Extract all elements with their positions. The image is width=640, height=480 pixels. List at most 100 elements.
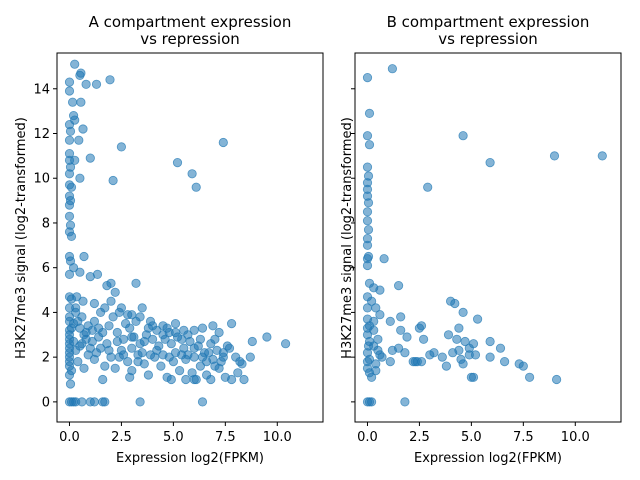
chart-b-data-point: [375, 310, 385, 320]
chart-a-x-axis-label: Expression log2(FPKM): [116, 451, 264, 466]
chart-a-data-point: [197, 397, 208, 407]
chart-a-data-point: [110, 287, 120, 297]
chart-b-data-point: [364, 108, 375, 119]
chart-a-x-tick-label: 10.0: [263, 430, 292, 445]
chart-b-data-point: [551, 374, 562, 385]
chart-a-data-point: [70, 59, 80, 69]
chart-b-data-point: [518, 361, 528, 371]
chart-b-data-point: [362, 162, 373, 172]
chart-b-data-point: [597, 151, 607, 161]
chart-b-data-point: [362, 303, 373, 313]
chart-a-data-point: [112, 327, 122, 338]
chart-b-data-point: [454, 323, 464, 333]
chart-a-data-point: [214, 327, 224, 338]
chart-a-data-point: [227, 318, 237, 329]
chart-a-data-point: [145, 350, 156, 360]
chart-a-data-point: [104, 345, 114, 355]
chart-a-data-point: [100, 361, 110, 371]
chart-b-data-point: [437, 352, 447, 362]
chart-b-title-line2: vs repression: [438, 30, 538, 48]
chart-a-data-point: [76, 97, 86, 107]
chart-a-data-point: [64, 86, 75, 96]
chart-a-data-point: [83, 321, 93, 331]
chart-b-data-point: [362, 323, 373, 333]
chart-a-data-point: [92, 269, 103, 279]
chart-b-data-point: [373, 345, 383, 355]
chart-b-data-point: [443, 330, 454, 340]
chart-a-data-point: [65, 126, 76, 136]
chart-a-data-point: [89, 316, 100, 326]
chart-b-data-point: [362, 207, 373, 217]
chart-b-x-tick-label: 7.5: [513, 430, 534, 445]
chart-b-data-point: [495, 343, 506, 353]
chart-a-data-point: [208, 321, 218, 331]
chart-a-data-point: [137, 303, 147, 313]
chart-b-data-point: [499, 356, 510, 367]
chart-a-points: [64, 59, 291, 407]
chart-a-data-point: [235, 356, 245, 367]
chart-b-data-point: [485, 158, 495, 168]
chart-a-data-point: [100, 397, 110, 407]
chart-a-data-point: [79, 251, 89, 262]
chart-a-data-point: [210, 361, 220, 371]
chart-b-data-point: [363, 341, 374, 351]
chart-b-data-point: [416, 321, 427, 331]
chart-b-data-point: [470, 350, 481, 360]
chart-b-data-point: [402, 332, 412, 342]
chart-a-title-line2: vs repression: [140, 30, 240, 48]
chart-a-data-point: [139, 336, 149, 347]
chart-a-y-tick-label: 10: [33, 172, 50, 187]
chart-a-data-point: [189, 374, 199, 385]
chart-a-x-tick-label: 2.5: [111, 430, 132, 445]
chart-a-data-point: [137, 348, 147, 358]
chart-b-data-point: [362, 240, 373, 250]
chart-a-data-point: [175, 365, 185, 376]
chart-a-data-point: [239, 374, 249, 385]
chart-a-data-point: [96, 307, 106, 317]
chart-a-data-point: [222, 341, 232, 351]
chart-b-data-point: [410, 356, 420, 367]
chart-b-x-tick-label: 10.0: [561, 430, 590, 445]
chart-a-data-point: [125, 372, 135, 382]
chart-a-data-point: [78, 124, 88, 134]
chart-b-y-axis-label: H3K27me3 signal (log2-transformed): [340, 117, 355, 359]
chart-b-data-point: [364, 140, 375, 150]
chart-b-data-point: [396, 325, 406, 335]
chart-b-data-point: [366, 397, 377, 407]
chart-b-data-point: [396, 312, 406, 322]
chart-a-data-point: [195, 334, 205, 344]
chart-a-data-point: [233, 368, 243, 378]
chart-a-data-point: [104, 321, 114, 331]
chart-a-data-point: [166, 339, 176, 349]
chart-a-data-point: [170, 318, 181, 329]
chart-b-data-point: [458, 359, 468, 369]
chart-a-data-point: [177, 334, 187, 344]
chart-a-data-point: [172, 158, 183, 168]
chart-a-data-point: [89, 397, 100, 407]
chart-b-data-point: [387, 64, 397, 74]
chart-b-data-point: [366, 372, 377, 382]
chart-b-data-point: [458, 307, 468, 317]
chart-a-data-point: [108, 175, 118, 186]
chart-a-data-point: [69, 263, 79, 273]
chart-a-data-point: [118, 350, 129, 360]
chart-a-data-point: [64, 135, 75, 145]
chart-b-data-point: [423, 182, 433, 192]
chart-b-data-point: [468, 372, 479, 382]
chart-b-x-tick-label: 2.5: [409, 430, 430, 445]
chart-b-x-tick-label: 5.0: [461, 430, 482, 445]
chart-b-data-point: [371, 365, 381, 376]
chart-a-data-point: [166, 374, 176, 385]
chart-a-data-point: [197, 323, 208, 333]
chart-a-data-point: [78, 296, 88, 306]
chart-a-data-point: [64, 77, 75, 87]
chart-b-data-point: [362, 73, 373, 83]
chart-b-data-point: [385, 356, 395, 367]
chart-a-data-point: [71, 307, 81, 317]
chart-a-data-point: [170, 348, 181, 358]
chart-a-data-point: [87, 336, 97, 347]
chart-b: B compartment expression vs repression 0…: [340, 13, 622, 466]
chart-a-data-point: [79, 363, 89, 373]
chart-a-data-point: [75, 173, 85, 183]
chart-a-data-point: [127, 332, 137, 342]
